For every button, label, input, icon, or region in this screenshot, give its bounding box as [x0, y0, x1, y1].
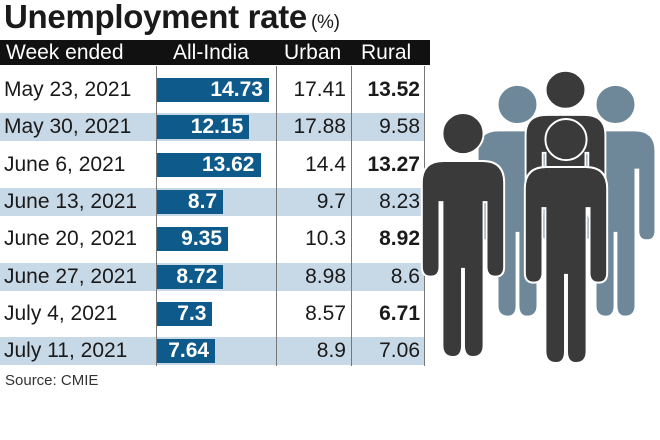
header-urban: Urban	[284, 41, 342, 64]
all-india-bar: 9.35	[157, 227, 229, 252]
all-india-value: 8.7	[187, 189, 218, 213]
rural-cell: 13.52	[367, 78, 420, 101]
urban-cell: 8.9	[316, 339, 346, 363]
week-cell: June 13, 2021	[4, 189, 138, 213]
week-cell: July 4, 2021	[4, 301, 118, 325]
all-india-bar: 12.15	[157, 115, 250, 140]
header-all-india: All-India	[173, 41, 249, 64]
urban-cell: 8.57	[305, 301, 346, 325]
all-india-value: 14.73	[210, 78, 263, 101]
week-cell: June 27, 2021	[4, 264, 138, 288]
header-rural: Rural	[361, 41, 412, 64]
table-row: June 27, 2021 8.72 8.98 8.6	[0, 262, 424, 291]
all-india-value: 7.3	[177, 301, 207, 325]
rural-cell: 8.92	[379, 227, 420, 251]
week-cell: May 23, 2021	[4, 78, 132, 101]
source-note: Source: CMIE	[5, 372, 99, 389]
all-india-value: 13.62	[201, 152, 255, 176]
table-row: June 6, 2021 13.62 14.4 13.27	[0, 151, 424, 179]
people-group-icon	[420, 70, 657, 364]
rural-cell: 9.58	[379, 115, 420, 139]
table-row: July 11, 2021 7.64 8.9 7.06	[0, 337, 424, 366]
all-india-bar: 8.7	[157, 189, 224, 214]
column-divider	[351, 66, 352, 366]
header-week: Week ended	[6, 41, 124, 64]
all-india-bar: 14.73	[157, 78, 269, 102]
urban-cell: 17.88	[293, 115, 346, 139]
week-cell: May 30, 2021	[4, 115, 132, 139]
title-unit: (%)	[310, 12, 340, 33]
week-cell: June 20, 2021	[4, 227, 138, 251]
rural-cell: 8.23	[379, 189, 420, 213]
table-row: May 30, 2021 12.15 17.88 9.58	[0, 113, 424, 142]
rural-cell: 7.06	[379, 339, 420, 363]
rural-cell: 13.27	[367, 152, 420, 176]
all-india-bar: 7.3	[157, 301, 213, 326]
rural-cell: 8.6	[390, 264, 420, 288]
all-india-value: 8.72	[176, 264, 218, 288]
urban-cell: 9.7	[316, 189, 346, 213]
rural-cell: 6.71	[379, 301, 420, 325]
table-row: June 20, 2021 9.35 10.3 8.92	[0, 225, 424, 253]
urban-cell: 17.41	[293, 78, 346, 101]
week-cell: July 11, 2021	[4, 339, 128, 363]
all-india-bar: 13.62	[157, 152, 261, 177]
column-divider	[156, 66, 157, 366]
all-india-value: 9.35	[181, 227, 223, 251]
all-india-value: 7.64	[168, 339, 210, 363]
table-header: Week ended All-India Urban Rural	[0, 40, 430, 65]
table-row: July 4, 2021 7.3 8.57 6.71	[0, 300, 424, 328]
all-india-bar: 8.72	[157, 264, 224, 289]
table-row: May 23, 2021 14.73 17.41 13.52	[0, 76, 424, 104]
urban-cell: 10.3	[305, 227, 346, 251]
week-cell: June 6, 2021	[4, 152, 126, 176]
all-india-value: 12.15	[190, 115, 244, 139]
urban-cell: 14.4	[305, 152, 346, 176]
urban-cell: 8.98	[305, 264, 346, 288]
table-row: June 13, 2021 8.7 9.7 8.23	[0, 187, 424, 216]
title-text: Unemployment rate	[4, 0, 307, 35]
all-india-bar: 7.64	[157, 339, 216, 364]
column-divider	[276, 66, 277, 366]
chart-title: Unemployment rate (%)	[4, 0, 340, 36]
